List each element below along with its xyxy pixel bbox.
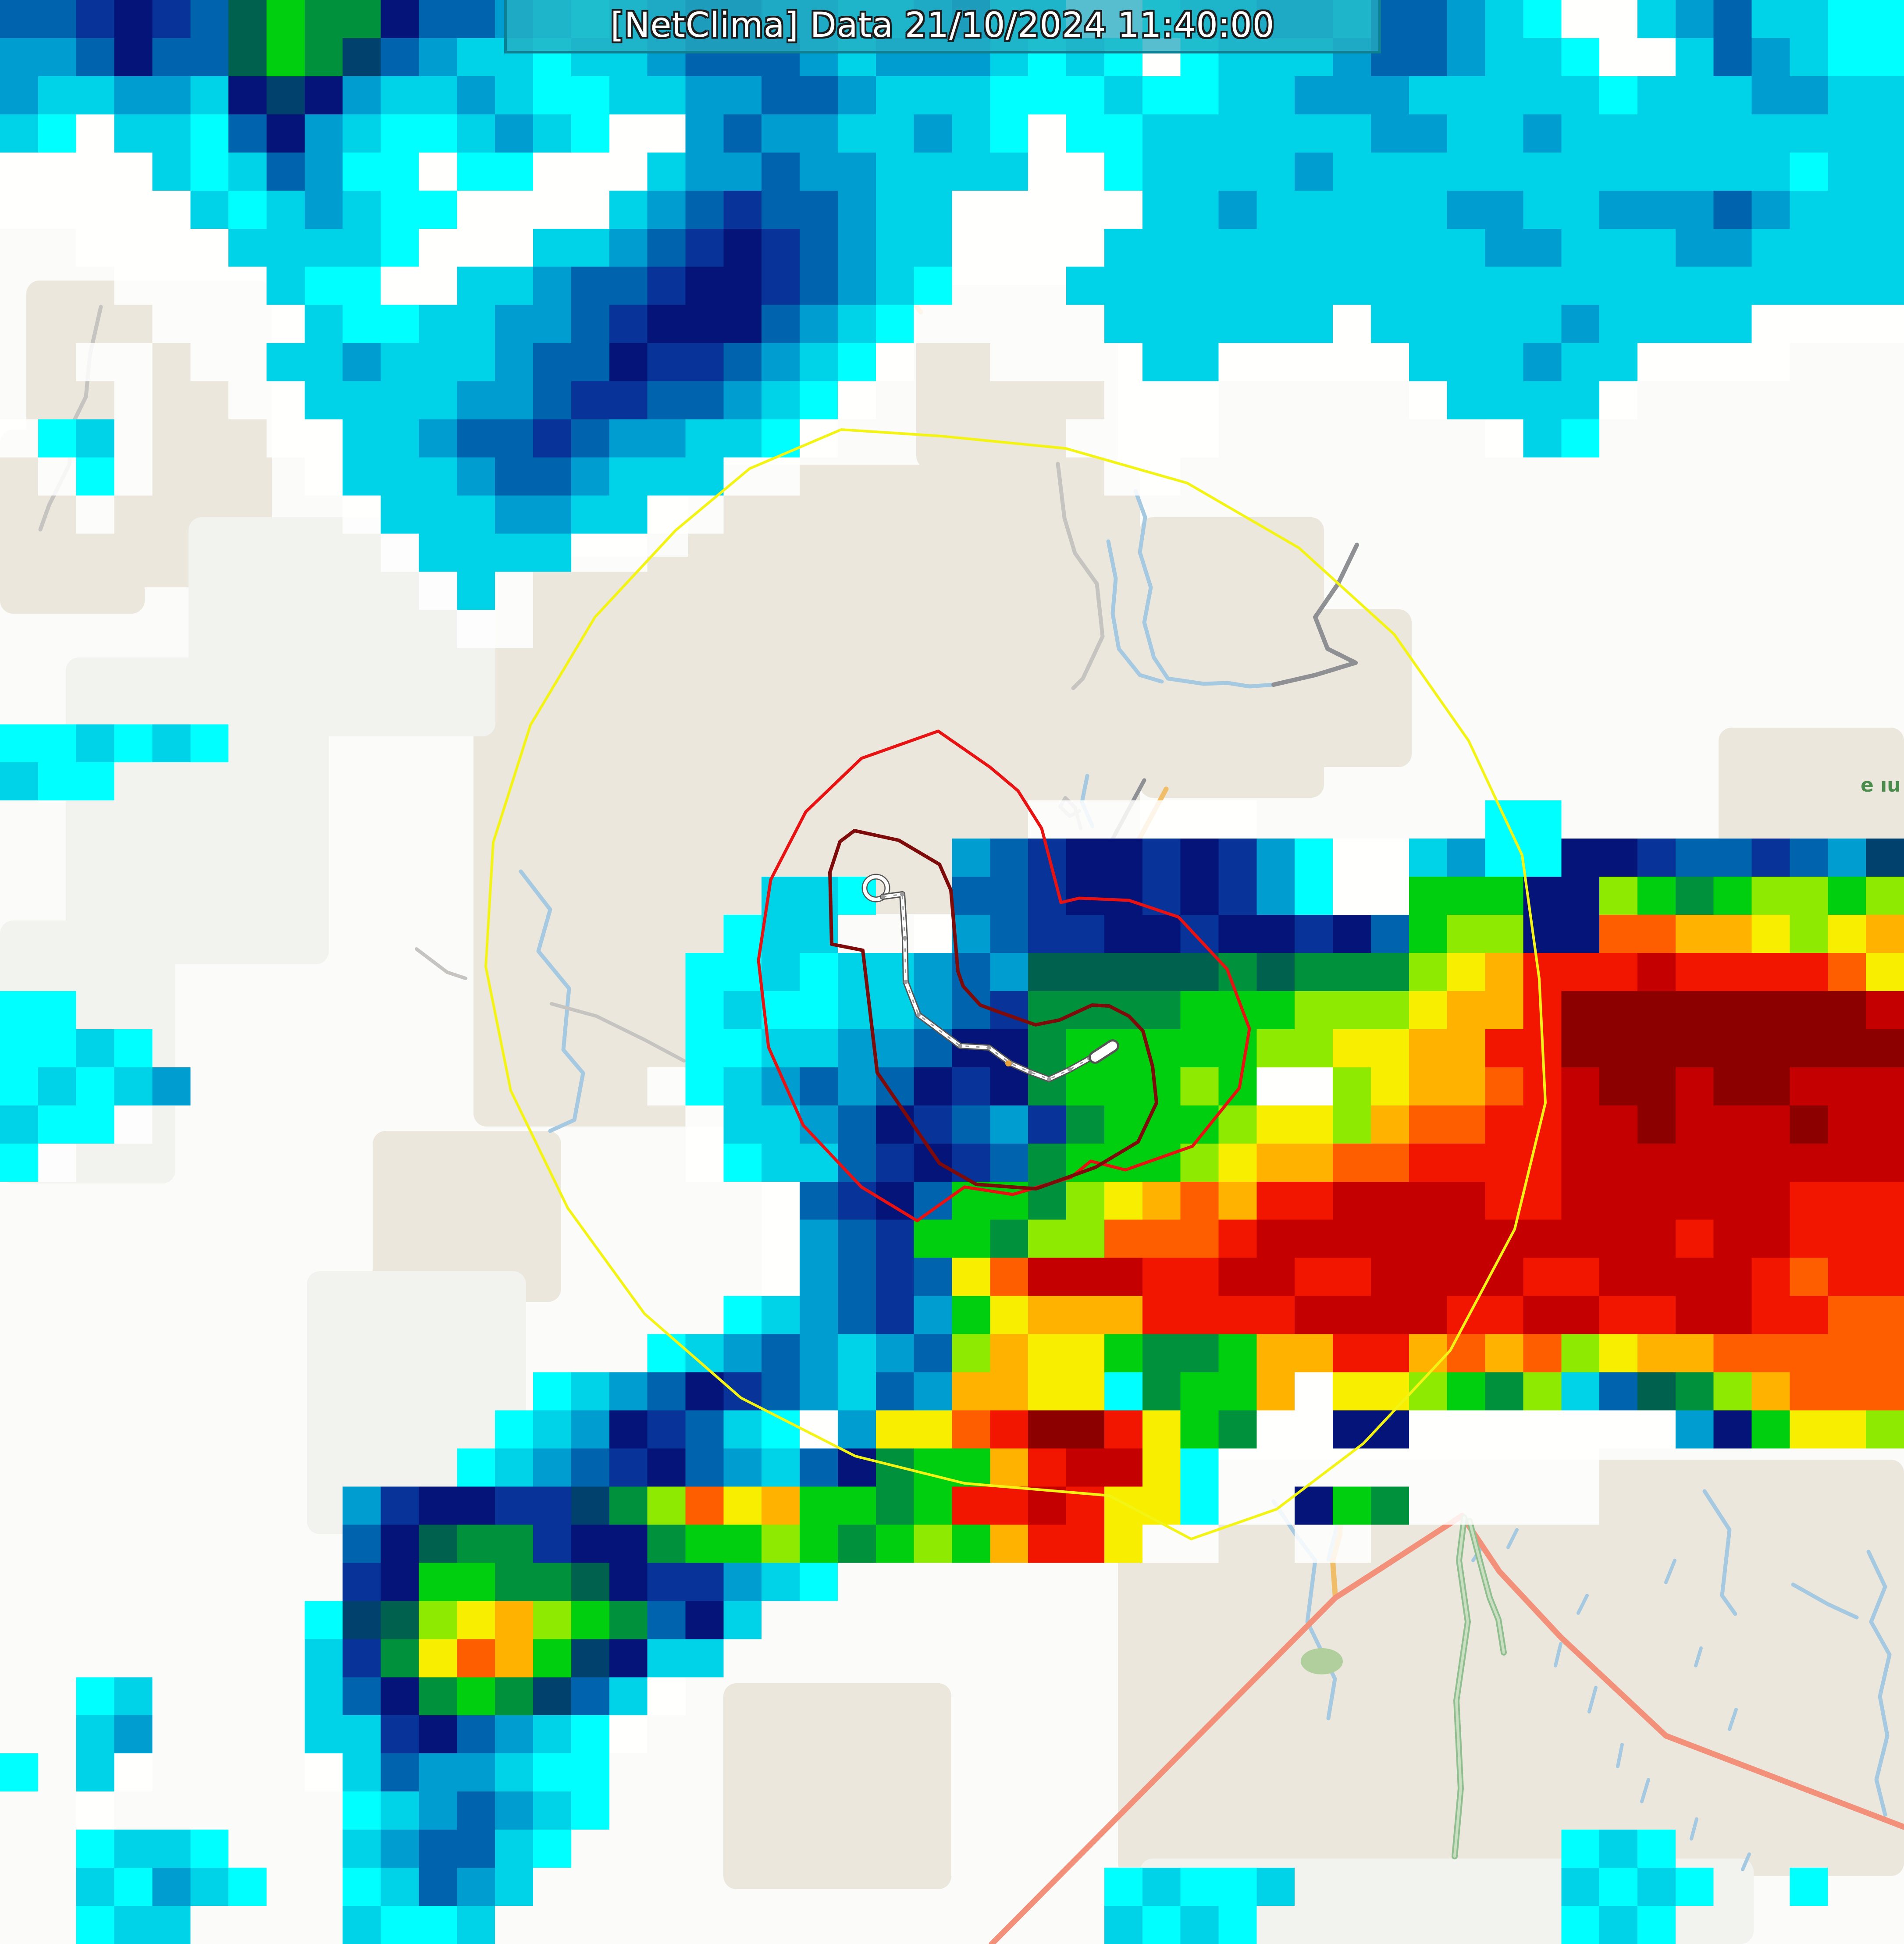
track-end-marker [1091, 1041, 1117, 1062]
track-waypoint-marker [1005, 1060, 1011, 1066]
storm-contour-inner [828, 829, 1158, 1191]
range-ring-outer [484, 428, 1547, 1540]
storm-track-line [881, 892, 1104, 1081]
timestamp-overlay: [NetClima] Data 21/10/2024 11:40:00 [504, 0, 1381, 53]
timestamp-text: [NetClima] Data 21/10/2024 11:40:00 [610, 6, 1275, 45]
storm-contour-outer [757, 729, 1251, 1223]
